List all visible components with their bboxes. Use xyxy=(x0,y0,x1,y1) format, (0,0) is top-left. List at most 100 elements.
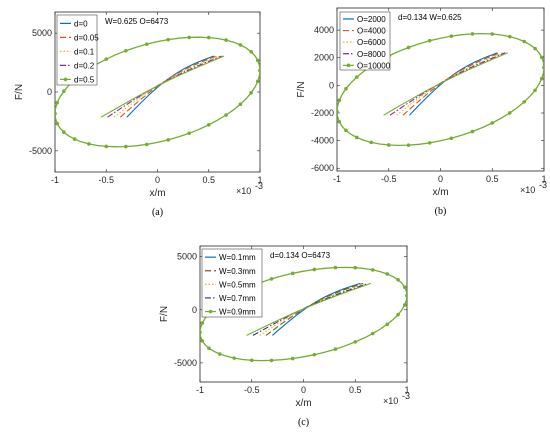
x-axis-multiplier: ×10 xyxy=(383,396,398,406)
series-marker xyxy=(206,123,211,127)
series-marker xyxy=(333,265,338,270)
series-marker xyxy=(290,271,295,276)
series-marker xyxy=(542,65,544,70)
x-tick-label: 1 xyxy=(404,385,409,395)
y-tick-label: -5000 xyxy=(174,358,197,368)
legend-box xyxy=(56,14,98,86)
panel-caption: (b) xyxy=(435,206,447,217)
series-marker xyxy=(166,37,171,42)
series-marker xyxy=(207,346,211,350)
series-marker xyxy=(333,347,338,351)
series-marker xyxy=(206,35,211,40)
series-marker xyxy=(312,267,317,272)
y-tick-label: -5000 xyxy=(29,146,52,156)
parameter-annotation: W=0.625 O=6473 xyxy=(105,17,169,26)
series-marker xyxy=(369,140,374,145)
series-marker xyxy=(104,144,109,149)
legend-label: d=0.1 xyxy=(74,47,95,56)
series-line-0 xyxy=(272,282,361,336)
series-marker xyxy=(353,265,358,270)
series-marker xyxy=(507,111,512,115)
series-marker xyxy=(55,121,60,126)
series-marker xyxy=(238,102,243,106)
series-marker xyxy=(249,358,254,363)
series-marker xyxy=(255,58,260,63)
panel-caption: (c) xyxy=(298,417,309,428)
series-marker xyxy=(55,111,57,116)
legend-label: O=10000 xyxy=(357,61,391,70)
series-marker xyxy=(337,98,342,103)
legend: d=0 d=0.05 d=0.1 d=0.2 d=0.5 xyxy=(56,14,99,86)
x-tick-label: 1 xyxy=(257,175,262,185)
chart-panel-c: -1 -0.5 0 0.5 1 -5000 0 5000 x/m F/N ×10 -3 d=0.134 … xyxy=(159,245,410,428)
series-marker xyxy=(87,142,91,146)
series-line-4 xyxy=(383,52,509,116)
series-marker xyxy=(402,285,407,289)
series-line-2 xyxy=(396,52,503,116)
series-marker xyxy=(539,76,544,81)
chart-panel-b: -1 -0.5 0 0.5 1 -6000 -4000 -2000 0 2000 4000 x/m F/… xyxy=(296,7,547,217)
legend-label: d=0.05 xyxy=(74,33,99,42)
series-marker xyxy=(507,34,512,39)
series-marker xyxy=(449,34,454,38)
x-axis-label: x/m xyxy=(149,188,165,199)
x-tick-label: -1 xyxy=(333,174,341,184)
series-group xyxy=(200,265,407,363)
series-marker xyxy=(522,39,527,44)
series-marker xyxy=(224,113,228,117)
legend-box xyxy=(201,248,263,318)
series-line-1 xyxy=(402,52,501,116)
legend-label: W=0.9mm xyxy=(219,308,256,317)
y-tick-label: 2000 xyxy=(314,53,334,63)
series-marker xyxy=(354,135,359,140)
series-marker xyxy=(354,75,359,79)
series-marker xyxy=(104,57,109,61)
legend-marker xyxy=(63,77,68,82)
series-marker xyxy=(72,137,77,141)
series-line-3 xyxy=(107,55,222,118)
legend-label: W=0.5mm xyxy=(219,280,256,289)
series-marker xyxy=(344,128,348,133)
x-axis-exponent: -3 xyxy=(539,180,547,190)
series-marker xyxy=(386,143,391,147)
series-marker xyxy=(470,129,475,134)
x-tick-label: 0 xyxy=(155,175,160,185)
x-tick-label: -1 xyxy=(196,385,204,395)
series-marker xyxy=(166,138,171,142)
y-axis-label: F/N xyxy=(296,81,307,97)
legend-box xyxy=(339,11,391,71)
y-tick-label: 0 xyxy=(192,305,197,315)
x-axis-label: x/m xyxy=(432,187,448,198)
y-axis-label: F/N xyxy=(14,84,25,100)
series-marker xyxy=(312,352,317,357)
series-line-1 xyxy=(119,55,217,118)
series-line-4 xyxy=(246,282,371,336)
x-tick-label: 0 xyxy=(438,174,443,184)
y-tick-label: 4000 xyxy=(314,25,334,35)
series-marker xyxy=(200,330,202,335)
legend-label: W=0.1mm xyxy=(219,253,256,262)
series-marker xyxy=(522,100,527,104)
series-marker xyxy=(187,131,191,136)
x-axis-multiplier: ×10 xyxy=(520,185,535,195)
series-marker xyxy=(269,358,274,363)
series-marker xyxy=(533,88,537,93)
y-tick-label: 0 xyxy=(47,87,52,97)
legend-label: W=0.3mm xyxy=(219,267,256,276)
series-marker xyxy=(269,277,274,281)
y-tick-label: -4000 xyxy=(311,136,334,146)
series-marker xyxy=(62,89,66,94)
parameter-annotation: d=0.134 O=6473 xyxy=(270,251,331,260)
series-marker xyxy=(200,321,205,325)
series-marker xyxy=(124,144,128,149)
series-marker xyxy=(449,136,454,141)
series-marker xyxy=(258,68,260,73)
legend: W=0.1mm W=0.3mm W=0.5mm W=0.7mm W=0.9mm xyxy=(201,248,263,318)
series-marker xyxy=(217,352,222,356)
chart-panel-a: -1 -0.5 0 0.5 1 -5000 0 5000 x/m F/N ×10 -3 W=0.625 … xyxy=(14,11,263,218)
x-tick-label: -0.5 xyxy=(244,385,260,395)
series-marker xyxy=(385,272,390,276)
series-marker xyxy=(144,42,149,46)
series-marker xyxy=(539,55,544,60)
series-marker xyxy=(200,339,205,343)
